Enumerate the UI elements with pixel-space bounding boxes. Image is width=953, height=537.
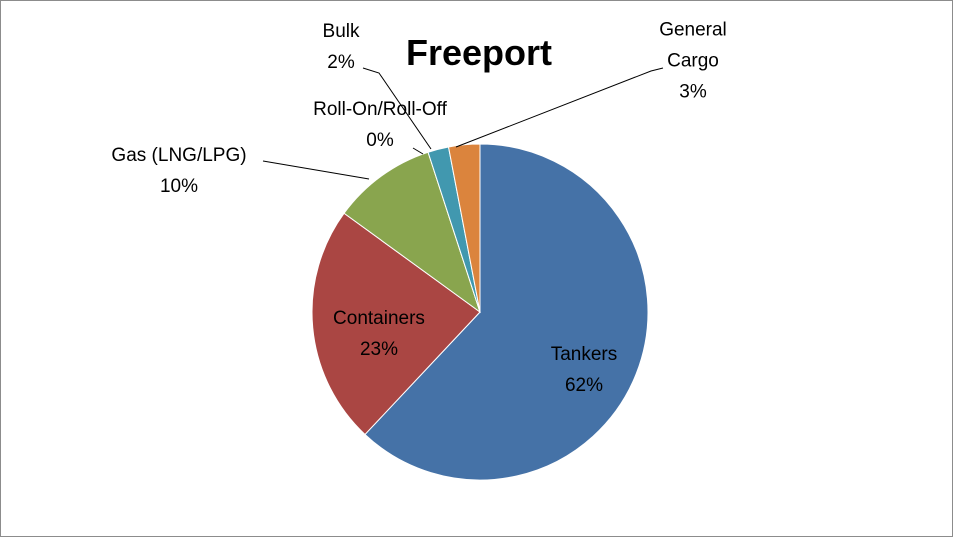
label-name: Containers [333,308,425,329]
label-name: Gas (LNG/LPG) [111,145,247,166]
data-label: Bulk 2% [301,16,381,78]
label-value: 23% [359,339,399,360]
chart-title: Freeport [405,32,553,73]
label-value: 3% [679,81,707,103]
label-value: 10% [159,176,199,197]
data-label: Roll-On/Roll-Off 0% [280,94,480,156]
pie-slice [311,212,481,436]
pie-slice [364,143,649,481]
leader-line [262,160,370,180]
label-name: Bulk [322,21,360,42]
label-value: 2% [327,52,355,73]
label-value: 62% [564,375,604,396]
data-label: Containers 23% [309,303,449,365]
label-value: 0% [366,130,394,151]
data-label: Tankers 62% [524,339,644,401]
pie-slice [343,151,481,314]
pie-slice [447,143,481,313]
leader-line [412,147,424,155]
label-name: General Cargo [659,19,727,72]
leader-line [362,67,432,150]
label-name: Tankers [550,344,618,365]
label-name: Roll-On/Roll-Off [313,99,447,120]
data-label: General Cargo 3% [653,15,733,108]
leader-line [455,67,664,148]
data-label: Gas (LNG/LPG) 10% [79,140,279,202]
